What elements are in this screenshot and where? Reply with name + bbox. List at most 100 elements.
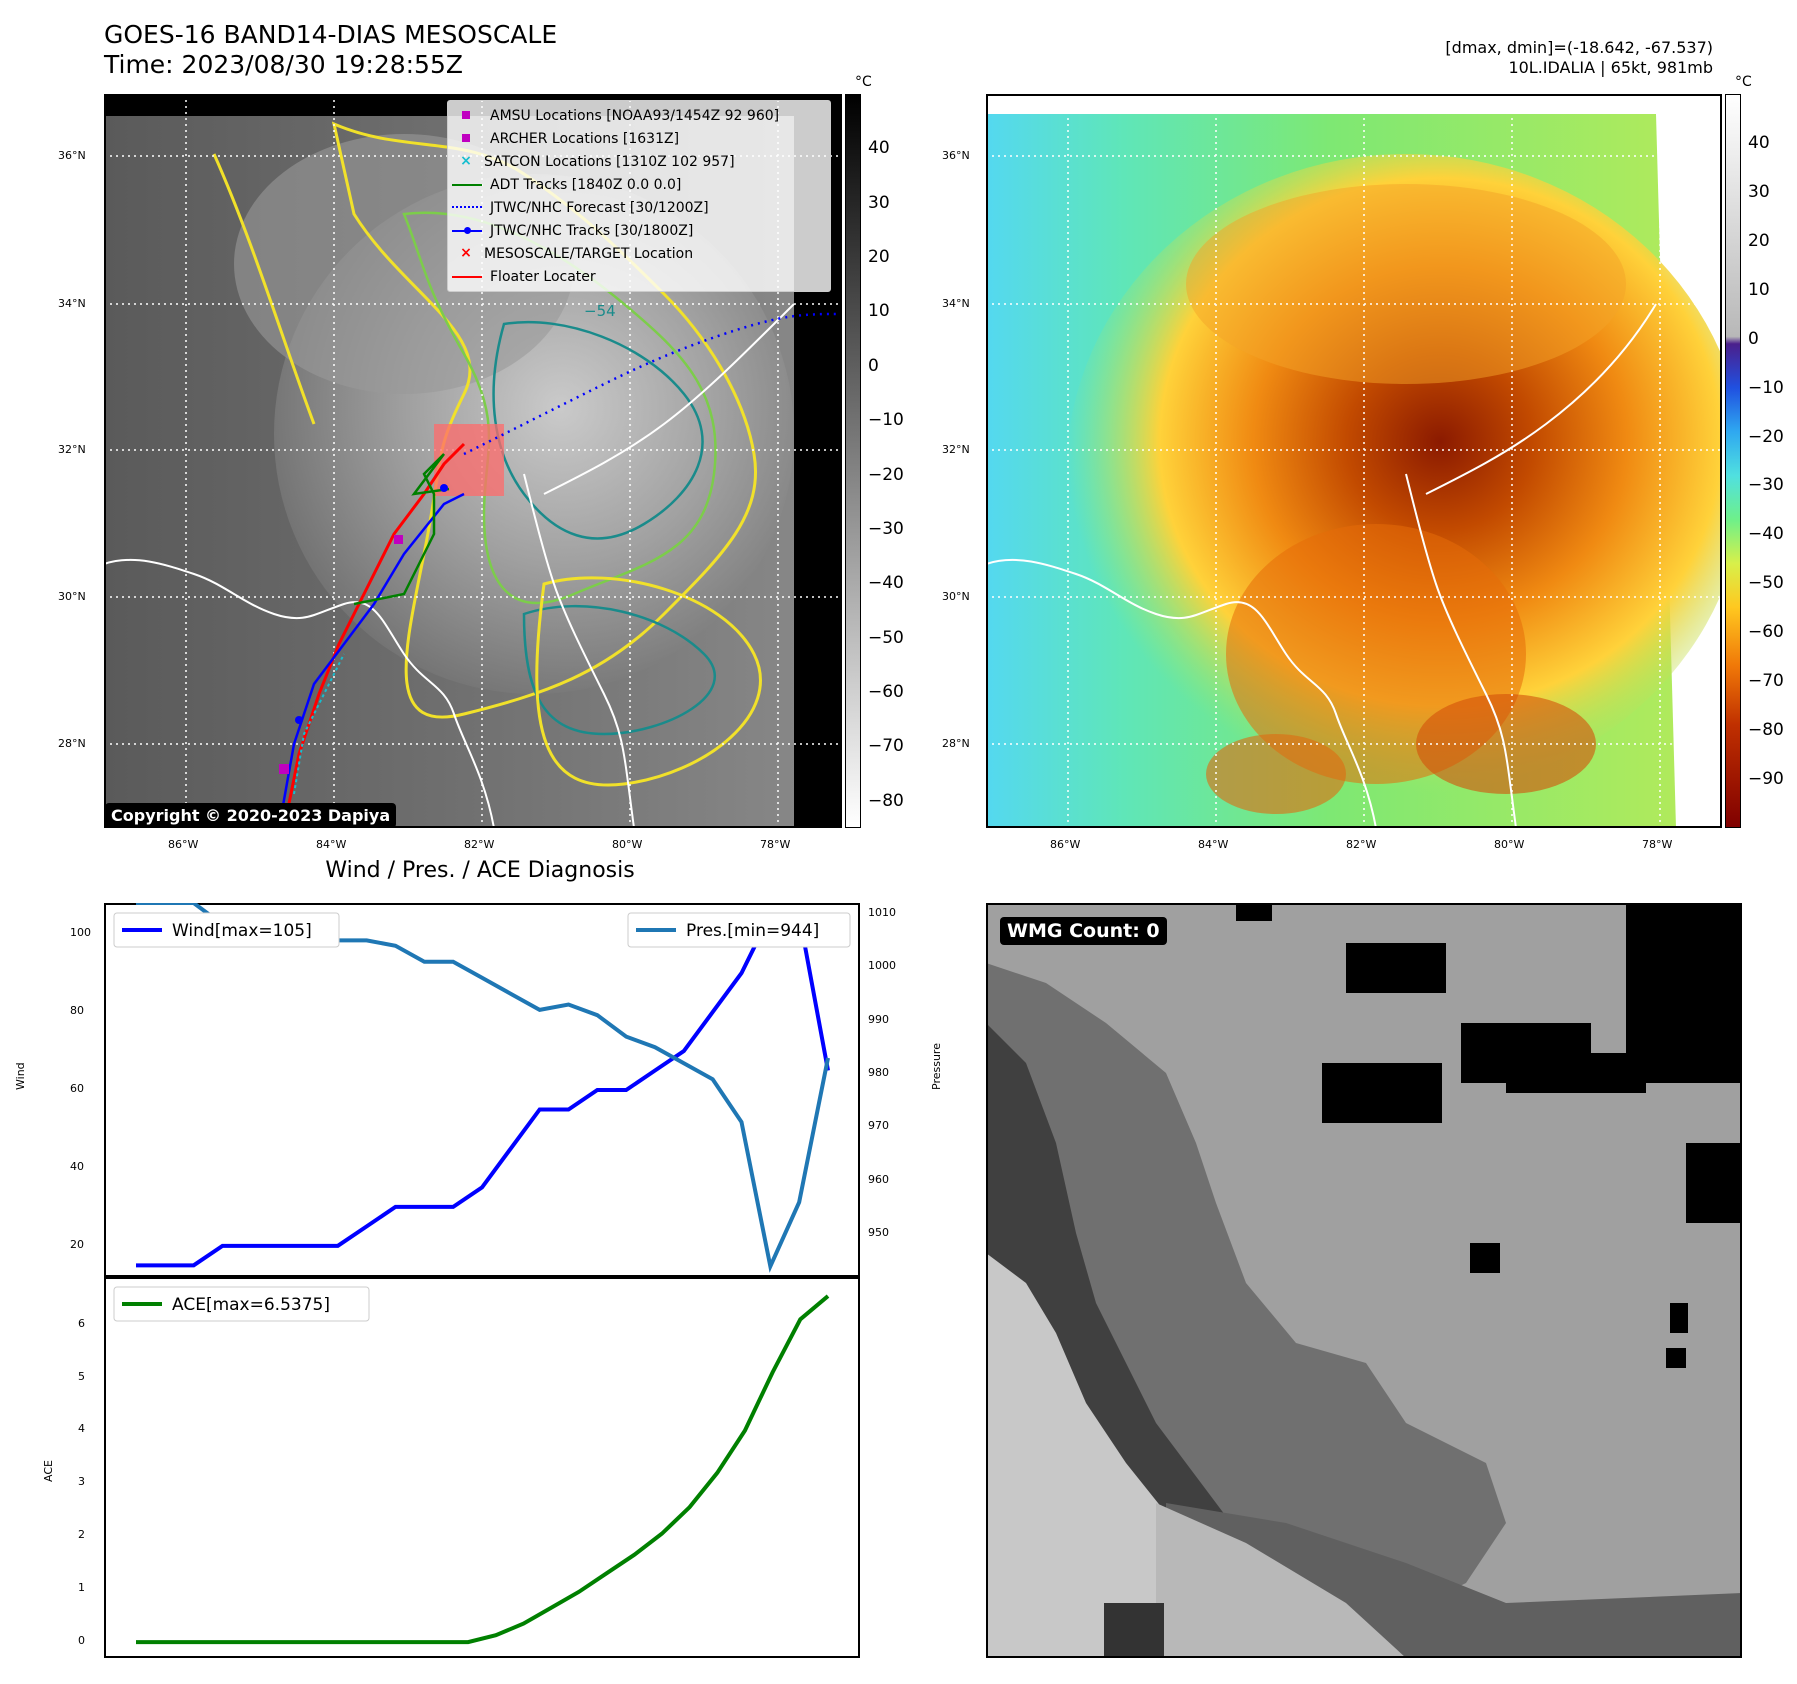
pressure-legend: Pres.[min=944] — [627, 912, 851, 948]
colorbar-tick-label: −10 — [868, 410, 904, 431]
wind-legend-label: Wind[max=105] — [172, 921, 312, 941]
lon-label: 78°W — [1642, 838, 1673, 851]
colorbar-tick-label: 0 — [1748, 328, 1759, 349]
colorbar-tick-label: 20 — [868, 247, 890, 268]
lat-label: 34°N — [58, 297, 86, 310]
lat-label: 28°N — [58, 737, 86, 750]
gridlines — [986, 94, 1722, 828]
satcon-track — [293, 653, 345, 795]
coastline — [1425, 303, 1657, 495]
ir-color-map — [985, 94, 1746, 829]
colorbar-tick-label: −40 — [1748, 524, 1784, 545]
legend-item: Floater Locater — [448, 265, 830, 288]
wmg-count-label: WMG Count: 0 — [1000, 917, 1167, 945]
pressure-tick-label: 1000 — [868, 959, 896, 973]
ace-tick-label: 0 — [78, 1634, 85, 1648]
ir-gray-map-frame — [104, 94, 842, 828]
colorbar-tick-label: 10 — [1748, 279, 1770, 300]
legend-item: JTWC/NHC Forecast [30/1200Z] — [448, 196, 830, 219]
lon-label: 86°W — [1050, 838, 1081, 851]
wmg-black-cell — [1346, 943, 1446, 993]
wind-pressure-chart: Wind[max=105] Pres.[min=944] 20 40 60 80 100 9… — [70, 901, 896, 1277]
wmg-black-cell — [1670, 1303, 1688, 1333]
ace-tick-label: 6 — [78, 1316, 85, 1330]
legend-box — [113, 1286, 370, 1322]
lon-label: 78°W — [760, 838, 791, 851]
title-line-2: Time: 2023/08/30 19:28:55Z — [104, 50, 463, 79]
pressure-tick-label: 990 — [868, 1012, 889, 1026]
storm-info: [dmax, dmin]=(-18.642, -67.537) 10L.IDAL… — [1445, 38, 1713, 78]
lat-label: 28°N — [942, 737, 970, 750]
copyright-label: Copyright © 2020-2023 Dapiya — [105, 803, 397, 828]
wind-tick-label: 40 — [70, 1159, 84, 1173]
floater-locater-track — [282, 442, 466, 829]
wmg-region — [1104, 1603, 1164, 1658]
wind-tick-label: 60 — [70, 1082, 84, 1095]
ace-tick-label: 3 — [78, 1475, 85, 1489]
coastline — [103, 558, 495, 829]
ace-tick-label: 5 — [78, 1369, 85, 1383]
colorbar-tick-label: −20 — [868, 464, 904, 485]
ace-chart: ACE[max=6.5375] 0 1 2 3 4 5 6 — [78, 1277, 860, 1658]
wmg-frame — [986, 903, 1742, 1658]
lat-label: 30°N — [942, 590, 970, 603]
lat-label: 36°N — [58, 149, 86, 162]
jtwc-nhc-forecast — [463, 312, 843, 456]
wmg-region — [1156, 1503, 1406, 1658]
chart-title: GOES-16 BAND14-DIAS MESOSCALE Time: 2023… — [104, 20, 557, 80]
ace-svg: ACE[max=6.5375] — [104, 1277, 860, 1658]
ace-series-line — [136, 1294, 830, 1645]
legend-item: × MESOSCALE/TARGET Location — [460, 245, 694, 262]
colorbar-tick-label: −30 — [1748, 475, 1784, 496]
pressure-tick-label: 950 — [868, 1226, 889, 1240]
legend-box — [113, 912, 340, 948]
gray-colorbar — [845, 94, 861, 828]
convective-cell — [1416, 694, 1596, 794]
lat-label: 36°N — [942, 149, 970, 162]
adt-track — [353, 453, 450, 606]
colorbar-tick-label: 10 — [868, 301, 890, 322]
chart-frame — [104, 1277, 860, 1658]
dmax-dmin-text: [dmax, dmin]=(-18.642, -67.537) — [1445, 38, 1713, 57]
colorbar-tick-label: −70 — [1748, 671, 1784, 692]
lat-label: 34°N — [942, 297, 970, 310]
legend-item: AMSU Locations [NOAA93/1454Z 92 960] — [448, 104, 830, 127]
colorbar-tick-label: −40 — [868, 573, 904, 594]
colorbar-tick-label: −50 — [1748, 573, 1784, 594]
lat-label: 32°N — [58, 443, 86, 456]
colorbar-tick-label: −70 — [868, 736, 904, 757]
pressure-tick-label: 980 — [868, 1065, 889, 1079]
coastline — [523, 473, 635, 829]
colorbar-tick-label: 30 — [1748, 181, 1770, 202]
colorbar-tick-label: −10 — [1748, 377, 1784, 398]
contour-yellow — [212, 153, 316, 425]
ace-legend-label: ACE[max=6.5375] — [172, 1295, 330, 1315]
outer-band — [1186, 184, 1626, 384]
coastline — [985, 558, 1377, 829]
lat-label: 30°N — [58, 590, 86, 603]
contour-label: −54 — [584, 302, 616, 320]
colorbar-tick-label: 0 — [868, 355, 879, 376]
lon-label: 84°W — [316, 838, 347, 851]
track-point — [440, 484, 448, 492]
wmg-black-cell — [1506, 1053, 1646, 1093]
contour-yellow — [535, 576, 762, 787]
ace-tick-label: 4 — [78, 1422, 85, 1436]
wmg-black-cell — [1236, 903, 1272, 921]
ace-tick-label: 2 — [78, 1528, 85, 1542]
convective-cell — [1206, 734, 1346, 814]
colorbar-tick-label: 20 — [1748, 230, 1770, 251]
ir-color-map-frame — [986, 94, 1722, 828]
lon-label: 80°W — [612, 838, 643, 851]
pressure-series-line — [136, 901, 830, 1273]
wind-tick-label: 100 — [70, 926, 91, 940]
wmg-image — [986, 903, 1742, 1658]
colorbar-tick-label: −50 — [868, 627, 904, 648]
contour-teal — [522, 604, 716, 736]
wind-series-line — [136, 912, 830, 1268]
pressure-tick-label: 960 — [868, 1172, 889, 1186]
wind-axis-label: Wind — [14, 1062, 27, 1090]
colorbar-tick-label: −80 — [868, 790, 904, 811]
lon-label: 84°W — [1198, 838, 1229, 851]
color-colorbar-unit: °C — [1735, 74, 1752, 90]
